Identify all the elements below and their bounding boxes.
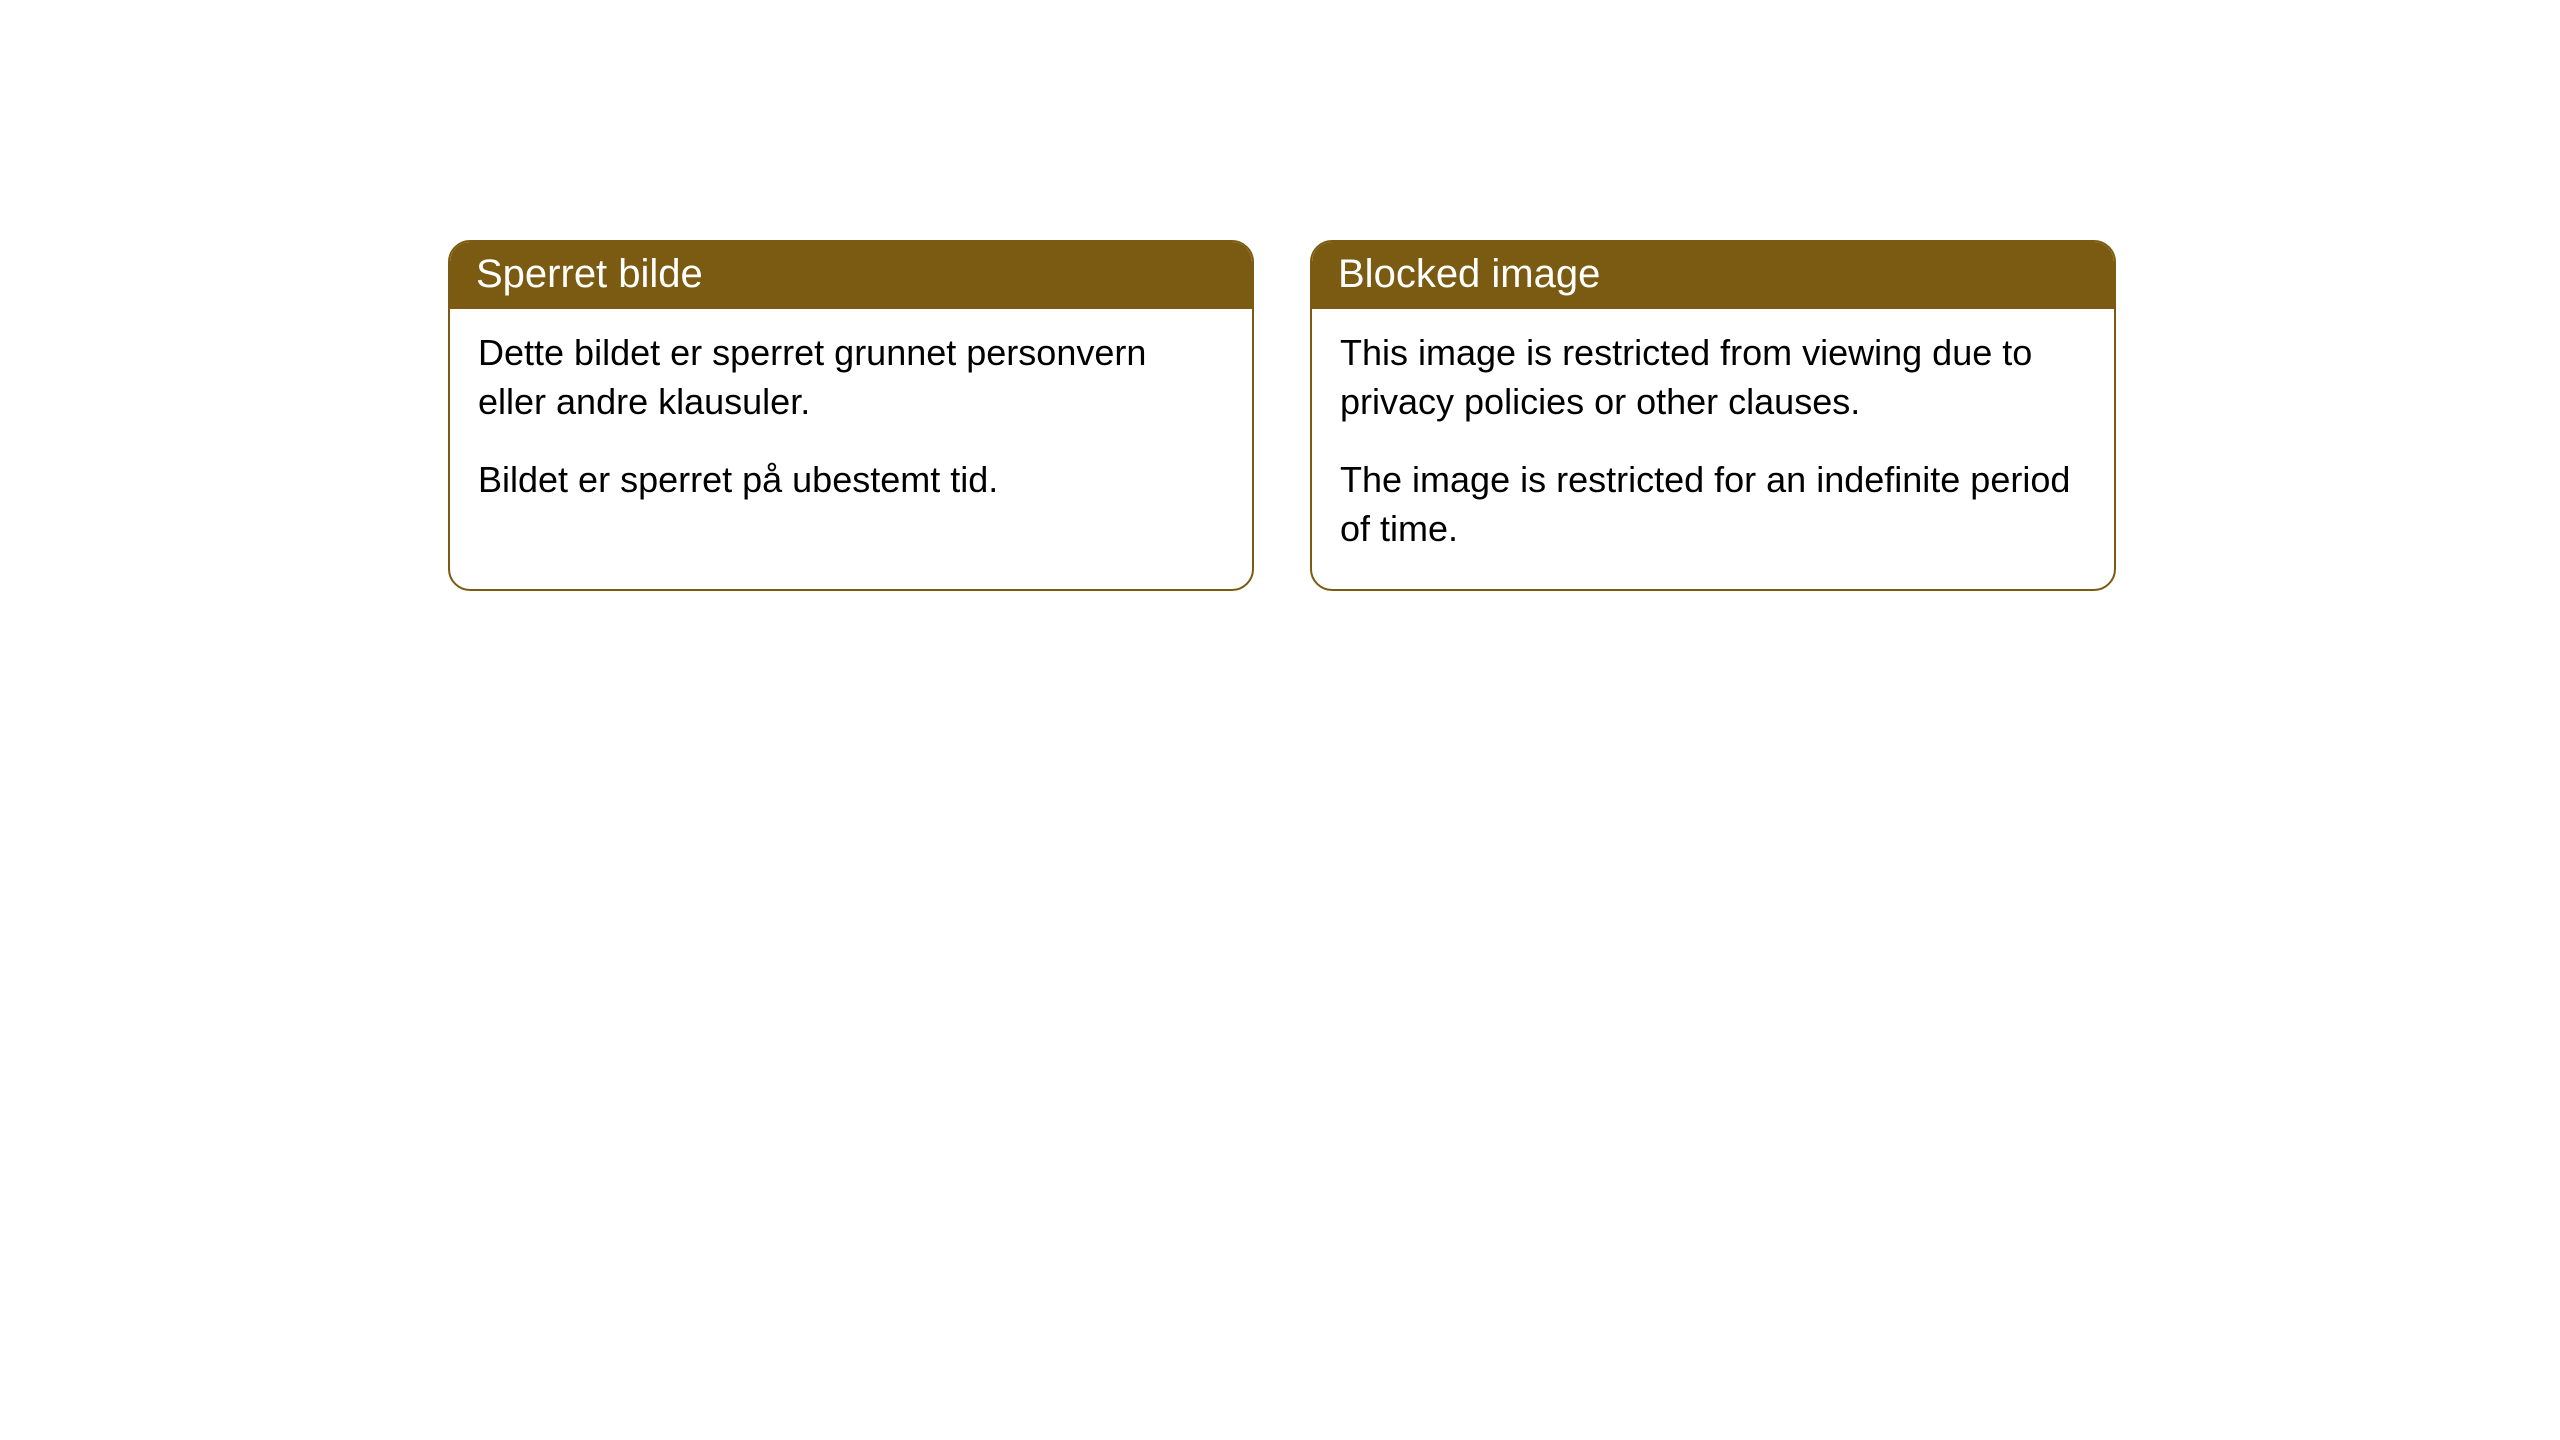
notice-card-norwegian: Sperret bilde Dette bildet er sperret gr… — [448, 240, 1254, 591]
card-paragraph-2: The image is restricted for an indefinit… — [1340, 456, 2086, 553]
notice-card-english: Blocked image This image is restricted f… — [1310, 240, 2116, 591]
card-body-english: This image is restricted from viewing du… — [1312, 309, 2114, 589]
card-title: Blocked image — [1338, 252, 1600, 296]
card-paragraph-1: Dette bildet er sperret grunnet personve… — [478, 329, 1224, 426]
card-body-norwegian: Dette bildet er sperret grunnet personve… — [450, 309, 1252, 541]
notice-cards-container: Sperret bilde Dette bildet er sperret gr… — [448, 240, 2116, 591]
card-paragraph-2: Bildet er sperret på ubestemt tid. — [478, 456, 1224, 505]
card-paragraph-1: This image is restricted from viewing du… — [1340, 329, 2086, 426]
card-title: Sperret bilde — [476, 252, 703, 296]
card-header-norwegian: Sperret bilde — [450, 242, 1252, 309]
card-header-english: Blocked image — [1312, 242, 2114, 309]
